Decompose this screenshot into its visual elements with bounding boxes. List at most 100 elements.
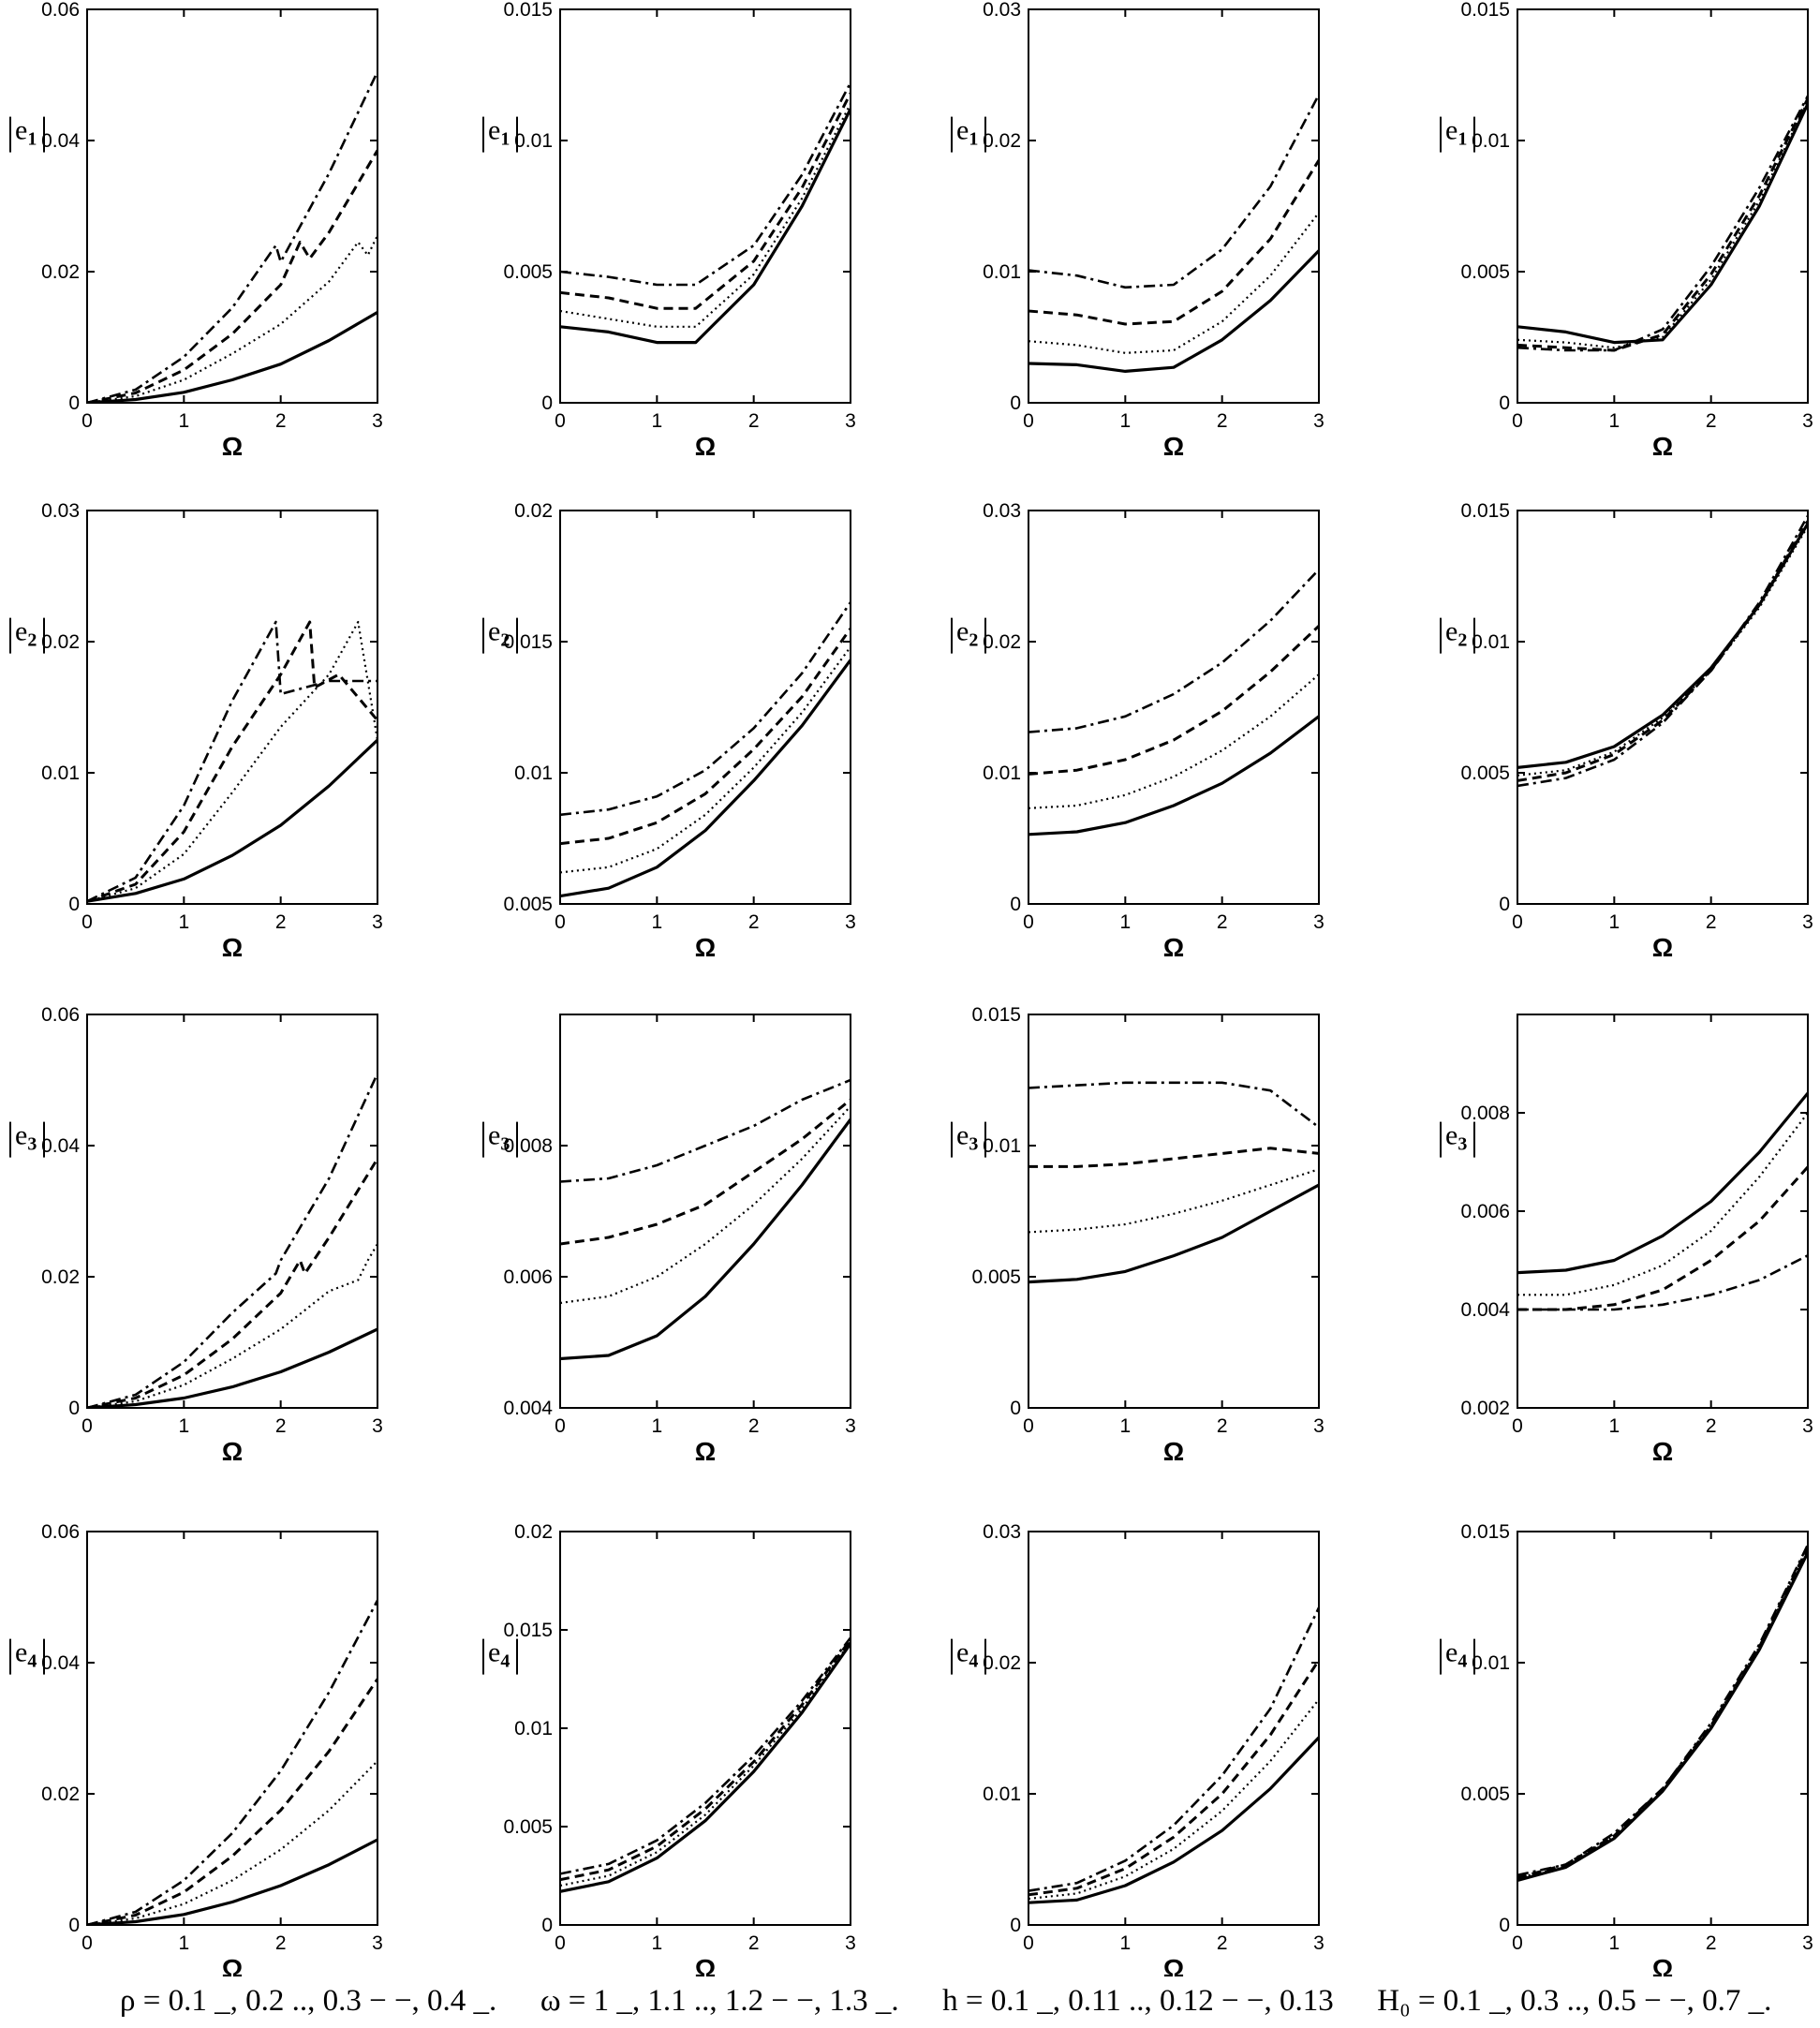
series-dotted [87,1760,377,1925]
y-tick-label: 0.02 [41,1266,80,1288]
x-axis-label: Ω [1652,933,1673,962]
y-tick-label: 0.01 [514,1718,553,1739]
y-tick-label: 0 [541,392,553,414]
y-tick-label: 0 [68,1398,80,1419]
y-axis-label: e2 [1440,616,1475,654]
y-tick-label: 0.01 [1472,130,1510,152]
x-tick-label: 1 [1119,1415,1131,1437]
y-tick-label: 0.015 [971,1004,1021,1026]
y-tick-label: 0.04 [41,130,80,152]
series-dash-dot [560,81,851,287]
y-axis-label: e4 [482,1637,518,1675]
y-tick-label: 0.02 [983,631,1021,653]
x-tick-label: 2 [1706,410,1717,432]
series-dashed [1028,1659,1319,1897]
svg-text:e4: e4 [956,1637,978,1672]
svg-text:e3: e3 [956,1120,978,1155]
series-dotted [87,620,377,903]
x-axis-label: Ω [695,432,716,461]
x-axis-label: Ω [1163,1954,1184,1976]
x-tick-label: 0 [1023,911,1034,933]
x-tick-label: 2 [1217,1932,1228,1954]
series-dash-dot [1517,95,1808,352]
series-dashed [87,149,377,403]
x-axis-label: Ω [1163,432,1184,461]
series-dotted [1028,212,1319,354]
x-tick-label: 2 [275,1415,287,1437]
series-solid [560,1118,851,1361]
x-tick-label: 3 [372,1932,383,1954]
x-tick-label: 1 [1119,911,1131,933]
y-tick-label: 0.01 [1472,631,1510,653]
y-tick-label: 0.04 [41,1135,80,1157]
plot-frame [559,510,851,905]
x-tick-label: 1 [651,911,662,933]
x-tick-label: 3 [1313,410,1324,432]
y-tick-label: 0.02 [983,130,1021,152]
x-tick-label: 1 [1119,410,1131,432]
series-dashed [87,620,377,903]
y-tick-label: 0.006 [503,1266,553,1288]
x-tick-label: 1 [1608,1415,1620,1437]
y-tick-label: 0.01 [983,261,1021,283]
y-tick-label: 0 [1010,1915,1021,1936]
series-solid [1517,1091,1808,1275]
x-tick-label: 3 [372,1415,383,1437]
y-tick-label: 0.008 [1460,1103,1510,1124]
plot-frame [86,1014,378,1409]
plot-frame [86,1531,378,1926]
plot-frame [1028,510,1320,905]
x-tick-label: 2 [748,911,760,933]
x-tick-label: 2 [275,911,287,933]
series-dash-dot [87,70,377,403]
x-tick-label: 0 [555,1415,566,1437]
plot-frame [1028,1014,1320,1409]
svg-text:e4: e4 [1445,1637,1467,1672]
series-dashed [560,92,851,310]
y-tick-label: 0 [68,392,80,414]
y-tick-label: 0 [68,1915,80,1936]
x-tick-label: 0 [81,410,93,432]
series-solid [560,108,851,345]
y-tick-label: 0 [1499,1915,1510,1936]
x-tick-label: 0 [555,1932,566,1954]
series-solid [1028,715,1319,836]
x-axis-label: Ω [1652,1954,1673,1976]
x-tick-label: 2 [1706,911,1717,933]
x-axis-label: Ω [1163,1437,1184,1466]
x-tick-label: 1 [1608,410,1620,432]
x-tick-label: 1 [651,1932,662,1954]
svg-text:e3: e3 [488,1120,510,1155]
series-dash-dot [560,1078,851,1183]
series-dashed [560,1638,851,1882]
x-tick-label: 0 [1512,911,1523,933]
series-solid [1517,523,1808,769]
y-tick-label: 0.008 [503,1135,553,1157]
y-tick-label: 0.06 [41,1521,80,1543]
series-dashed [560,1098,851,1246]
x-tick-label: 1 [178,1932,189,1954]
y-tick-label: 0.015 [1460,1521,1510,1543]
x-axis-label: Ω [1652,432,1673,461]
chart-r1c1: 0 0.02 0.04 0.06 0 1 2 3 Ωe1 [9,0,383,461]
series-dashed [87,1158,377,1408]
y-tick-label: 0.005 [1460,261,1510,283]
x-tick-label: 3 [1313,1415,1324,1437]
series-dash-dot [1028,94,1319,289]
x-tick-label: 0 [555,911,566,933]
svg-text:e1: e1 [1445,115,1467,150]
y-tick-label: 0 [1499,392,1510,414]
series-dash-dot [87,1599,377,1925]
x-axis-label: Ω [695,1954,716,1976]
x-axis-label: Ω [1163,933,1184,962]
y-tick-label: 0 [68,894,80,915]
y-tick-label: 0.015 [1460,0,1510,21]
chart-r1c2: 0 0.005 0.01 0.015 0 1 2 3 Ωe1 [482,0,856,461]
plot-frame [1517,1014,1809,1409]
series-solid [87,1327,377,1408]
y-tick-label: 0.01 [983,762,1021,784]
x-axis-label: Ω [222,1954,243,1976]
x-tick-label: 0 [81,1415,93,1437]
series-dotted [87,235,377,403]
